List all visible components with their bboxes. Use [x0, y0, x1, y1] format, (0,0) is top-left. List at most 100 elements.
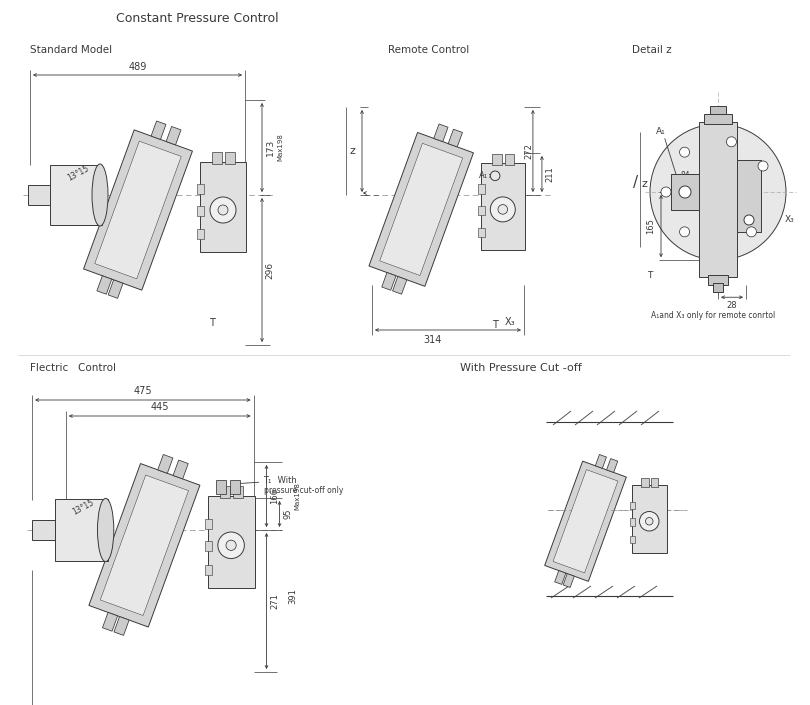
Text: 95: 95 [283, 509, 292, 520]
Polygon shape [83, 130, 193, 290]
Bar [478, 185, 484, 194]
Circle shape [679, 186, 691, 198]
Polygon shape [393, 276, 407, 294]
Text: A₁and X₃ only for remote conrtol: A₁and X₃ only for remote conrtol [651, 311, 775, 320]
Bar [32, 520, 54, 540]
Polygon shape [448, 129, 463, 147]
Polygon shape [158, 455, 173, 473]
Bar [629, 518, 635, 526]
Circle shape [640, 512, 659, 531]
Polygon shape [434, 124, 448, 142]
Polygon shape [95, 141, 181, 278]
Text: 489: 489 [128, 62, 147, 72]
Text: /: / [633, 175, 638, 190]
Text: T: T [209, 318, 215, 328]
Polygon shape [607, 458, 618, 472]
Text: 211: 211 [545, 166, 554, 182]
Polygon shape [563, 574, 574, 587]
Text: 296: 296 [266, 262, 275, 278]
Bar [54, 499, 108, 560]
Text: 13°15: 13°15 [71, 498, 96, 517]
Polygon shape [97, 276, 112, 294]
Circle shape [727, 137, 736, 147]
Circle shape [650, 124, 786, 260]
Polygon shape [173, 460, 188, 479]
Polygon shape [166, 126, 181, 145]
Bar [650, 478, 659, 486]
Text: Detail z: Detail z [632, 45, 671, 55]
Text: 271: 271 [270, 593, 279, 609]
Polygon shape [553, 470, 618, 573]
Bar [207, 496, 254, 588]
Bar [212, 152, 222, 164]
Bar [671, 174, 699, 210]
Polygon shape [369, 133, 474, 286]
Circle shape [680, 227, 689, 237]
Text: T: T [492, 320, 498, 330]
Text: z: z [349, 146, 355, 156]
Text: With: With [275, 476, 296, 484]
Bar [710, 106, 726, 114]
Bar [205, 519, 211, 529]
Polygon shape [544, 461, 626, 582]
Polygon shape [114, 617, 129, 635]
Ellipse shape [92, 164, 108, 226]
Bar [641, 478, 649, 486]
Text: 28: 28 [727, 301, 737, 309]
Bar [28, 185, 50, 205]
Text: 445: 445 [151, 402, 169, 412]
Bar [205, 565, 211, 575]
Circle shape [490, 171, 500, 180]
Polygon shape [382, 273, 396, 290]
Circle shape [218, 532, 245, 558]
Bar [205, 541, 211, 551]
Polygon shape [102, 613, 117, 631]
Circle shape [210, 197, 236, 223]
Bar [704, 114, 732, 124]
Bar [225, 152, 235, 164]
Bar [215, 480, 226, 494]
Circle shape [498, 204, 508, 214]
Text: X₃: X₃ [505, 317, 515, 327]
Circle shape [218, 205, 228, 215]
Text: pressure cut-off only: pressure cut-off only [263, 486, 343, 495]
Polygon shape [100, 475, 189, 615]
Circle shape [680, 147, 689, 157]
Bar [505, 154, 514, 165]
Bar [230, 480, 241, 494]
Polygon shape [595, 455, 607, 468]
Circle shape [758, 161, 768, 171]
Bar [629, 502, 635, 509]
Text: 13°15: 13°15 [66, 164, 91, 183]
Bar [200, 162, 246, 252]
Text: 173: 173 [266, 139, 275, 156]
Ellipse shape [97, 498, 113, 562]
Text: 165: 165 [646, 218, 655, 234]
Bar [220, 486, 230, 498]
Text: 84: 84 [680, 171, 690, 180]
Text: Flectric   Control: Flectric Control [30, 363, 116, 373]
Text: T₁: T₁ [263, 476, 272, 484]
Polygon shape [89, 464, 200, 627]
Bar [233, 486, 243, 498]
Bar [50, 165, 102, 225]
Text: Max198: Max198 [295, 482, 301, 510]
Bar [713, 283, 723, 293]
Text: Constant Pressure Control: Constant Pressure Control [116, 11, 279, 25]
Text: 391: 391 [288, 588, 297, 604]
Text: Standard Model: Standard Model [30, 45, 112, 55]
Text: With Pressure Cut -off: With Pressure Cut -off [460, 363, 582, 373]
Circle shape [226, 540, 237, 551]
Text: z: z [641, 179, 647, 189]
Bar [197, 184, 204, 194]
Bar [478, 228, 484, 238]
Circle shape [744, 215, 754, 225]
Bar [197, 229, 204, 239]
Text: Remote Control: Remote Control [388, 45, 469, 55]
Polygon shape [555, 570, 566, 584]
Bar [478, 206, 484, 215]
Text: A₁: A₁ [656, 128, 666, 137]
Text: A₁: A₁ [479, 171, 488, 180]
Polygon shape [151, 121, 166, 140]
Text: Max198: Max198 [277, 133, 283, 161]
